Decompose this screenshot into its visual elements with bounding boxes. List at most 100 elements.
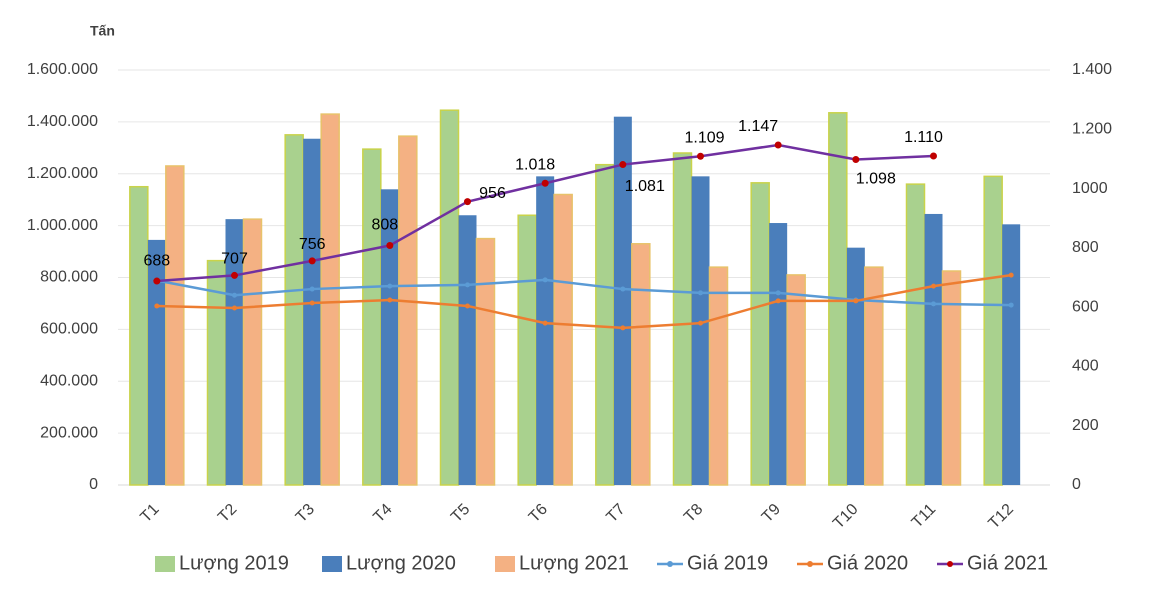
bar xyxy=(320,113,340,486)
x-tick-label: T3 xyxy=(293,501,318,526)
bar xyxy=(517,214,537,486)
x-tick-label: T1 xyxy=(137,501,162,526)
marker xyxy=(775,290,781,296)
marker xyxy=(309,286,315,292)
marker xyxy=(232,305,237,311)
y-tick-label: 1.400.000 xyxy=(27,113,98,130)
marker xyxy=(231,271,238,279)
marker xyxy=(386,241,394,249)
legend-label: Lượng 2021 xyxy=(519,552,629,574)
legend-marker xyxy=(667,561,673,567)
bar xyxy=(631,243,651,486)
marker xyxy=(853,298,859,304)
marker xyxy=(697,152,704,160)
y-tick-label: 1.000.000 xyxy=(27,217,98,234)
y-tick-label: 1.600.000 xyxy=(27,61,98,78)
y2-tick-label: 200 xyxy=(1072,417,1099,434)
marker xyxy=(154,303,160,309)
x-tick-label: T6 xyxy=(526,501,551,526)
line xyxy=(156,278,1012,307)
marker xyxy=(1008,302,1014,308)
bar xyxy=(672,152,693,486)
y-tick-label: 800.000 xyxy=(40,269,98,286)
bar xyxy=(147,239,166,485)
marker xyxy=(931,283,936,289)
y-tick-label: 0 xyxy=(89,476,98,493)
bar xyxy=(595,163,615,486)
data-label: 1.147 xyxy=(738,118,778,135)
y2-tick-label: 600 xyxy=(1072,298,1099,315)
legend-marker xyxy=(947,561,953,567)
marker xyxy=(232,292,237,298)
x-tick-label: T11 xyxy=(909,501,940,532)
y2-tick-label: 1.200 xyxy=(1072,121,1112,138)
data-label: 1.098 xyxy=(856,171,896,188)
y-tick-label: 1.200.000 xyxy=(27,165,98,182)
data-label: 956 xyxy=(479,185,506,202)
bar xyxy=(708,266,729,486)
bar xyxy=(380,189,399,485)
marker xyxy=(620,325,626,331)
bar xyxy=(691,176,710,485)
data-label: 688 xyxy=(143,252,170,269)
y2-tick-label: 400 xyxy=(1072,358,1099,375)
data-label: 756 xyxy=(299,236,326,253)
marker xyxy=(620,286,626,292)
marker xyxy=(542,320,548,326)
marker xyxy=(387,283,393,289)
legend-label: Giá 2019 xyxy=(687,552,768,574)
marker xyxy=(387,297,393,303)
x-tick-label: T4 xyxy=(370,501,395,526)
bar xyxy=(165,165,185,486)
legend-label: Lượng 2019 xyxy=(179,552,289,574)
marker xyxy=(852,156,860,164)
line xyxy=(156,273,1012,330)
data-label: 1.018 xyxy=(515,156,555,173)
marker xyxy=(465,303,470,309)
y2-tick-label: 0 xyxy=(1072,476,1081,493)
marker xyxy=(774,141,782,149)
bar xyxy=(905,183,926,486)
marker xyxy=(465,282,470,288)
y-tick-label: 200.000 xyxy=(40,424,98,441)
bar xyxy=(129,185,149,486)
legend-swatch xyxy=(322,556,342,572)
bar xyxy=(786,274,806,486)
bar xyxy=(941,270,962,486)
bar xyxy=(458,215,477,485)
data-label: 1.110 xyxy=(904,129,943,146)
bar xyxy=(769,223,788,485)
marker xyxy=(464,198,471,206)
legend-swatch xyxy=(495,556,515,572)
y2-tick-label: 800 xyxy=(1072,239,1099,256)
bar xyxy=(362,148,382,486)
bar xyxy=(1002,224,1021,485)
legend-label: Giá 2020 xyxy=(827,552,908,574)
bar xyxy=(225,219,244,485)
data-label: 1.109 xyxy=(684,129,724,146)
x-tick-label: T8 xyxy=(681,501,706,526)
marker xyxy=(698,290,703,296)
y2-tick-label: 1.400 xyxy=(1072,61,1112,78)
bar xyxy=(284,134,304,486)
marker xyxy=(308,257,316,265)
y2-tick-label: 1000 xyxy=(1072,180,1108,197)
bar xyxy=(303,138,322,485)
legend-swatch xyxy=(155,556,175,572)
bar xyxy=(983,175,1003,486)
marker xyxy=(153,277,161,285)
y-unit-label: Tấn xyxy=(90,23,115,39)
bar xyxy=(536,176,555,485)
y-tick-label: 600.000 xyxy=(40,321,98,338)
bar xyxy=(475,237,496,486)
bar xyxy=(398,135,418,486)
bar xyxy=(242,218,263,486)
bar xyxy=(439,109,460,486)
legend-label: Giá 2021 xyxy=(967,552,1048,574)
data-label: 808 xyxy=(371,217,398,234)
bar xyxy=(613,116,632,485)
bar xyxy=(924,213,943,485)
x-tick-label: T9 xyxy=(759,501,784,526)
marker xyxy=(698,320,703,326)
bar xyxy=(864,266,884,486)
